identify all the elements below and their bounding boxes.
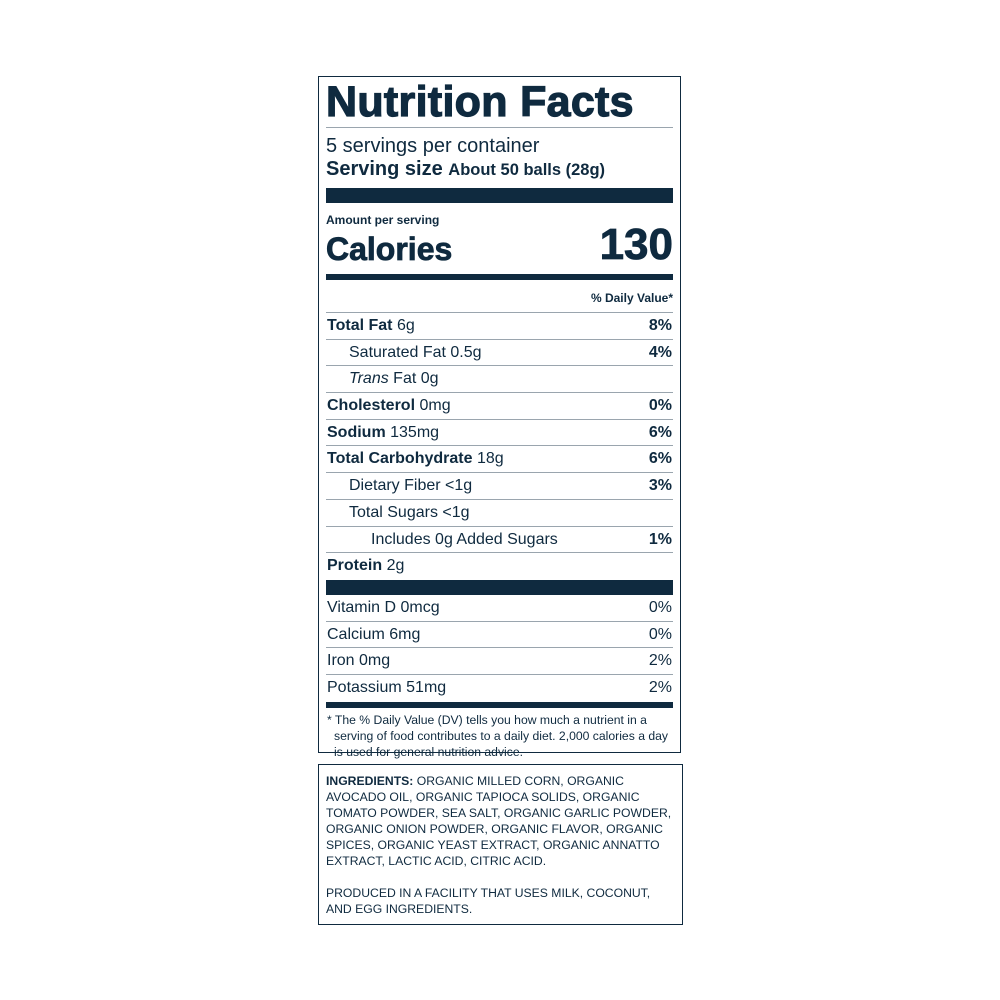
nutrient-row: Dietary Fiber <1g 3% (326, 473, 673, 500)
nutrient-amount: <1g (442, 503, 470, 521)
daily-value-footnote: * The % Daily Value (DV) tells you how m… (327, 712, 669, 759)
nutrient-name: Cholesterol (327, 397, 416, 415)
vitamin-name: Vitamin D 0mcg (327, 598, 440, 616)
ingredients-panel: INGREDIENTS: ORGANIC MILLED CORN, ORGANI… (318, 764, 683, 925)
vitamin-row: Iron 0mg 2% (326, 648, 673, 675)
ingredients-text: ORGANIC MILLED CORN, ORGANIC AVOCADO OIL… (326, 774, 672, 868)
vitamin-row: Calcium 6mg 0% (326, 622, 673, 649)
daily-value-header: % Daily Value* (326, 284, 673, 313)
vitamin-row: Vitamin D 0mcg 0% (326, 595, 673, 622)
thick-divider (326, 188, 673, 203)
serving-size: Serving size About 50 balls (28g) (326, 157, 673, 182)
allergen-statement: PRODUCED IN A FACILITY THAT USES MILK, C… (326, 886, 651, 916)
serving-size-value: About 50 balls (28g) (448, 161, 606, 179)
nutrient-amount: 6g (396, 317, 415, 334)
nutrient-amount: 135mg (390, 423, 440, 441)
nutrient-name: Total Carbohydrate (327, 450, 473, 468)
medium-divider (326, 701, 673, 708)
thick-divider (326, 579, 673, 595)
nutrient-amount: 2g (386, 557, 405, 575)
nutrient-name: Includes 0g Added Sugars (371, 530, 558, 548)
servings-per-container: 5 servings per container (326, 135, 540, 157)
nutrient-row: Total Carbohydrate 18g 6% (326, 446, 673, 474)
vitamin-name: Iron 0mg (327, 652, 391, 670)
nutrient-name: Total Fat (327, 317, 393, 334)
nutrient-row: Trans Fat 0g (326, 366, 673, 394)
nutrient-name: Protein (327, 557, 383, 575)
nutrient-dv: 3% (648, 477, 672, 495)
nutrient-row: Sodium 135mg 6% (326, 420, 673, 447)
vitamin-name: Potassium 51mg (327, 678, 447, 696)
calories-row: Calories 130 (326, 222, 674, 268)
nutrient-dv: 6% (648, 423, 672, 441)
nutrient-name: Trans (349, 370, 389, 388)
nutrient-name: Saturated Fat (349, 343, 446, 361)
nutrient-dv: 0% (648, 397, 672, 415)
medium-divider (326, 274, 673, 280)
nutrient-row: Protein 2g (326, 553, 673, 580)
nutrient-row: Includes 0g Added Sugars 1% (326, 527, 673, 554)
vitamin-dv: 2% (648, 678, 672, 696)
nutrient-row: Saturated Fat 0.5g 4% (326, 340, 673, 367)
nutrient-amount: 0.5g (450, 343, 482, 361)
nutrient-row: Total Sugars <1g (326, 500, 673, 527)
vitamin-row: Potassium 51mg 2% (326, 675, 673, 702)
nutrient-amount: 0mg (419, 397, 451, 415)
nutrient-name: Sodium (327, 423, 386, 441)
nutrient-name-rest: Fat (393, 370, 417, 388)
vitamin-dv: 0% (648, 598, 672, 616)
ingredients-statement: INGREDIENTS: ORGANIC MILLED CORN, ORGANI… (326, 773, 675, 869)
nutrient-row: Total Fat 6g 8% (326, 313, 673, 340)
nutrient-dv: 8% (648, 317, 672, 334)
calories-label: Calories (326, 231, 453, 268)
vitamin-dv: 2% (648, 652, 672, 670)
nutrient-dv: 1% (648, 530, 672, 548)
nutrient-amount: 18g (476, 450, 504, 468)
serving-size-label: Serving size (326, 158, 443, 180)
nutrient-dv: 4% (648, 343, 672, 361)
panel-title: Nutrition Facts (325, 77, 634, 126)
nutrition-facts-panel: Nutrition Facts 5 servings per container… (318, 76, 681, 759)
calories-value: 130 (599, 220, 673, 269)
nutrient-amount: 0g (420, 370, 439, 388)
nutrient-amount: <1g (445, 477, 473, 495)
amount-per-serving: Amount per serving (326, 213, 440, 227)
vitamin-name: Calcium 6mg (327, 625, 421, 643)
ingredients-label: INGREDIENTS: (326, 774, 414, 788)
nutrient-row: Cholesterol 0mg 0% (326, 393, 673, 420)
divider (326, 127, 673, 128)
nutrient-name: Dietary Fiber (349, 477, 441, 495)
nutrient-dv: 6% (648, 450, 672, 468)
nutrient-name: Total Sugars (349, 503, 438, 521)
vitamin-dv: 0% (648, 625, 672, 643)
